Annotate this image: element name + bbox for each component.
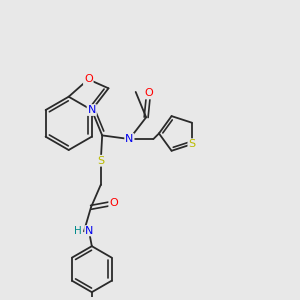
Text: O: O	[109, 198, 118, 208]
Text: O: O	[144, 88, 153, 98]
Text: N: N	[88, 105, 96, 115]
Text: O: O	[84, 74, 93, 84]
Text: N: N	[85, 226, 93, 236]
Text: S: S	[188, 139, 196, 149]
Text: N: N	[125, 134, 134, 144]
Text: H: H	[74, 226, 82, 236]
Text: S: S	[97, 156, 104, 166]
